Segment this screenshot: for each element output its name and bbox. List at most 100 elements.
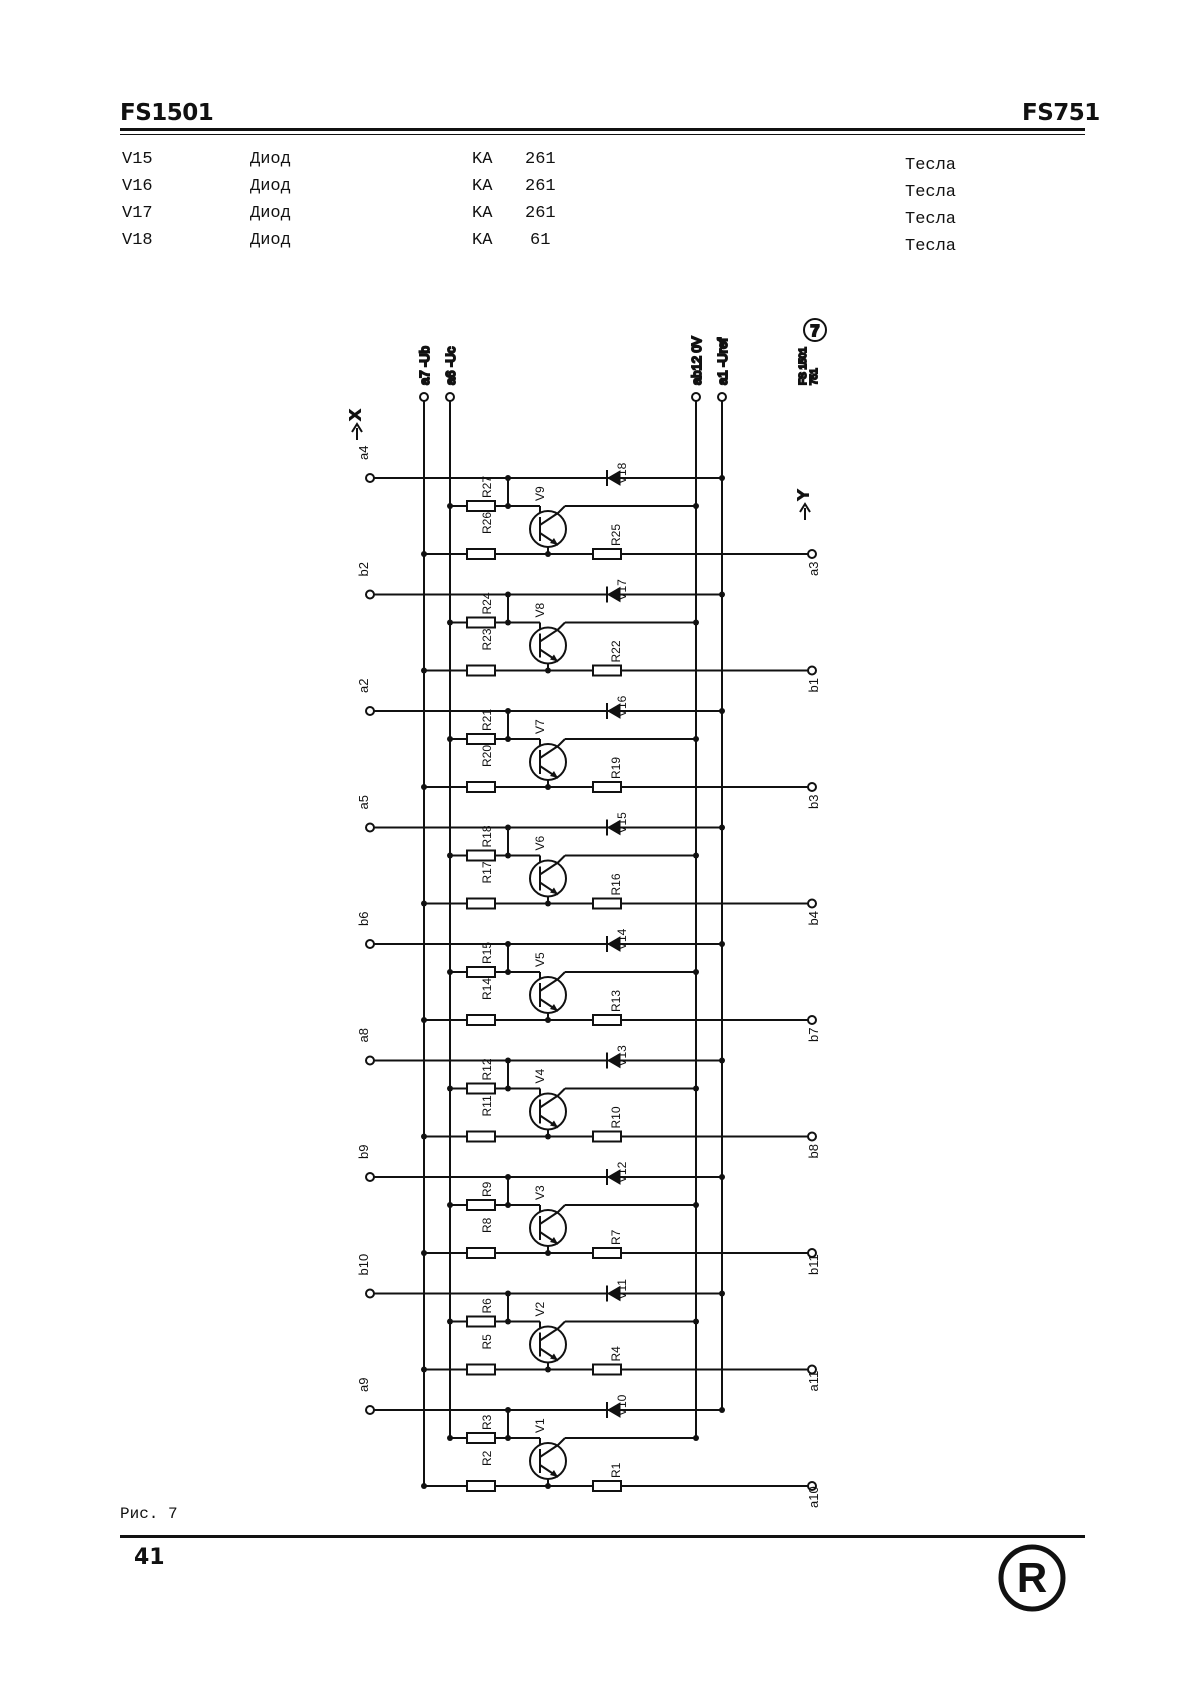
part-type: Диод [250, 204, 291, 223]
input-terminal-label: b2 [356, 562, 371, 576]
output-terminal-label: b11 [806, 1254, 821, 1275]
part-number: 261 [525, 177, 556, 196]
rail-terminal [691, 392, 701, 402]
resistor-label: R5 [480, 1334, 494, 1350]
junction-dot [693, 619, 699, 626]
transistor-arrow [550, 1470, 558, 1477]
junction-dot [421, 1017, 427, 1023]
emitter-resistor [466, 664, 496, 677]
output-terminal [807, 1248, 817, 1258]
diode-icon [607, 470, 621, 486]
circuit-stage: a5 V15 R18 V6 R17 R16 b4 [356, 795, 821, 925]
junction-dot [719, 1290, 725, 1297]
input-terminal [365, 473, 375, 483]
part-code: KA [472, 177, 493, 196]
diode-label: V15 [615, 812, 629, 834]
output-terminal [807, 1131, 817, 1142]
input-terminal-label: b6 [356, 912, 371, 926]
junction-dot [421, 551, 427, 557]
transistor-collector [539, 861, 559, 876]
header-right-model: FS751 [1022, 100, 1100, 126]
junction-dot [447, 1202, 453, 1208]
collector-resistor [592, 1247, 622, 1259]
transistor-icon [529, 510, 567, 548]
base-resistor [466, 500, 496, 512]
rail-label: a7 -Ub [417, 346, 432, 385]
output-terminal-label: b7 [806, 1028, 821, 1042]
rail-terminal [445, 392, 455, 402]
diode-label: V12 [615, 1161, 629, 1183]
transistor-arrow [550, 1353, 558, 1361]
diode-icon [607, 586, 621, 603]
header-rule-thin [120, 134, 1085, 135]
diode-label: V18 [615, 462, 629, 484]
input-terminal-label: b10 [356, 1254, 371, 1276]
resistor-label: R26 [480, 512, 494, 534]
part-ref: V16 [122, 177, 153, 196]
resistor-label: R3 [480, 1414, 494, 1430]
junction-dot [719, 824, 725, 831]
input-terminal [365, 1172, 375, 1182]
header-rule [120, 128, 1085, 131]
junction-dot [447, 619, 453, 626]
output-terminal [807, 549, 817, 559]
transistor-icon [529, 1092, 567, 1131]
junction-dot [545, 551, 551, 557]
junction-dot [545, 1017, 551, 1023]
junction-dot [545, 900, 551, 907]
base-resistor [466, 1432, 496, 1444]
collector-resistor [592, 664, 622, 677]
transistor-icon [529, 743, 567, 781]
diode-icon [607, 1052, 621, 1069]
output-terminal [807, 665, 817, 676]
junction-dot [693, 852, 699, 859]
rail-terminal [419, 392, 429, 402]
parts-row: V15 Диод KA 261 Тесла [0, 150, 1200, 177]
part-code: KA [472, 150, 493, 169]
junction-dot [545, 1133, 551, 1140]
transistor-label: V4 [533, 1068, 547, 1083]
emitter-resistor [466, 1014, 496, 1026]
wire [557, 971, 566, 980]
collector-resistor [592, 548, 622, 560]
transistor-collector [539, 1094, 559, 1109]
parts-row: V17 Диод KA 261 Тесла [0, 204, 1200, 231]
junction-dot [447, 503, 453, 509]
arrow-x-head [351, 422, 363, 433]
circuit-stage: a9 V10 R3 V1 R2 R1 a10 [356, 1378, 821, 1508]
part-code: KA [472, 204, 493, 223]
junction-dot [421, 1133, 427, 1140]
part-ref: V17 [122, 204, 153, 223]
emitter-resistor [466, 1130, 496, 1143]
diode-icon [607, 936, 621, 952]
input-terminal [365, 1405, 375, 1415]
junction-dot [693, 1202, 699, 1208]
resistor-label: R13 [609, 990, 623, 1012]
transistor-arrow [550, 654, 558, 662]
junction-dot [447, 852, 453, 859]
junction-dot [545, 1483, 551, 1489]
output-terminal-label: b8 [806, 1144, 821, 1158]
input-terminal [365, 1055, 375, 1066]
resistor-label: R8 [480, 1217, 494, 1233]
transistor-collector [539, 745, 559, 759]
junction-dot [719, 1057, 725, 1064]
base-resistor [466, 1082, 496, 1095]
header-left-model: FS1501 [120, 100, 214, 126]
transistor-arrow [550, 887, 558, 895]
transistor-label: V8 [533, 602, 547, 617]
wire [557, 1437, 566, 1446]
junction-dot [447, 969, 453, 975]
output-terminal-label: b4 [806, 911, 821, 925]
input-terminal [365, 939, 375, 949]
part-manufacturer: Тесла [905, 237, 957, 256]
part-manufacturer: Тесла [905, 210, 957, 229]
part-number: 261 [525, 204, 556, 223]
circuit-stage: a4 V18 R27 V9 R26 R25 a3 [356, 446, 821, 576]
wire [557, 621, 566, 631]
wire [557, 1204, 566, 1213]
diode-label: V13 [615, 1045, 629, 1067]
base-resistor [466, 1315, 496, 1328]
input-terminal-label: a9 [356, 1378, 371, 1392]
